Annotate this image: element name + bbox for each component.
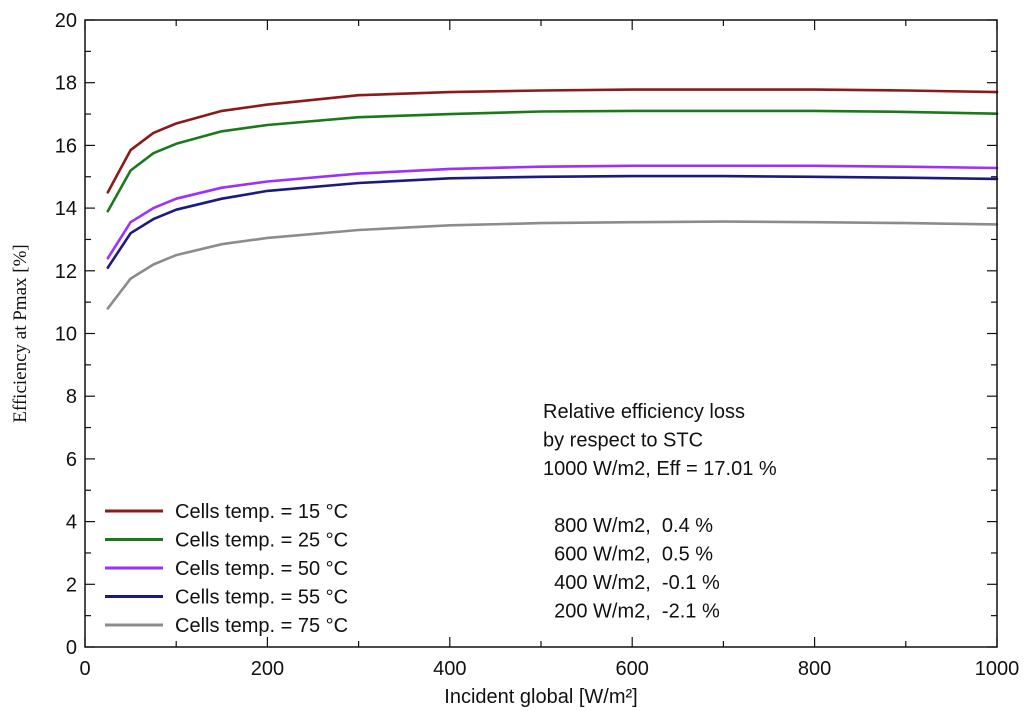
y-tick-label: 12 (55, 261, 77, 283)
legend-label: Cells temp. = 25 °C (175, 530, 348, 552)
y-tick-label: 10 (55, 324, 77, 346)
annotation-line: by respect to STC (543, 430, 703, 452)
legend: Cells temp. = 15 °C Cells temp. = 25 °C Ce… (105, 501, 348, 637)
y-axis-title: Efficiency at Pmax [%] (10, 244, 31, 423)
x-tick-label: 200 (251, 658, 284, 680)
plot-frame (84, 19, 998, 648)
y-tick-label: 6 (66, 449, 77, 471)
annotation-line: 1000 W/m2, Eff = 17.01 % (543, 458, 777, 480)
x-axis-title: Incident global [W/m²] (444, 686, 637, 708)
series-line-5 (106, 220, 999, 310)
y-tick-label: 8 (66, 386, 77, 408)
series-line-2 (106, 109, 999, 213)
series-line-4 (106, 174, 999, 270)
x-tick-label: 600 (616, 658, 649, 680)
y-tick-label: 20 (55, 10, 77, 32)
annotation-line: 400 W/m2, -0.1 % (543, 572, 720, 594)
series-group (106, 88, 999, 310)
y-tick-label: 4 (66, 512, 77, 534)
annotation-line: Relative efficiency loss (543, 401, 745, 423)
annotation-line: 800 W/m2, 0.4 % (543, 515, 713, 537)
x-tick-label: 1000 (975, 658, 1020, 680)
x-tick-label: 400 (433, 658, 466, 680)
y-tick-label: 16 (55, 135, 77, 157)
annotation-line: 200 W/m2, -2.1 % (543, 601, 720, 623)
x-tick-label: 0 (79, 658, 90, 680)
legend-label: Cells temp. = 50 °C (175, 558, 348, 580)
y-tick-label: 18 (55, 73, 77, 95)
y-tick-label: 14 (55, 198, 77, 220)
legend-label: Cells temp. = 75 °C (175, 615, 348, 637)
x-tick-label: 800 (798, 658, 831, 680)
legend-label: Cells temp. = 55 °C (175, 587, 348, 609)
annotation-box: Relative efficiency loss by respect to ST… (543, 401, 777, 623)
legend-label: Cells temp. = 15 °C (175, 501, 348, 523)
y-tick-label: 2 (66, 574, 77, 596)
axis-ticks: 0 200 400 600 800 1000 0 2 4 6 8 10 12 14 16 18 20 (55, 10, 1020, 680)
series-line-1 (106, 88, 999, 194)
series-line-3 (106, 164, 999, 260)
annotation-line: 600 W/m2, 0.5 % (543, 544, 713, 566)
y-tick-label: 0 (66, 637, 77, 659)
